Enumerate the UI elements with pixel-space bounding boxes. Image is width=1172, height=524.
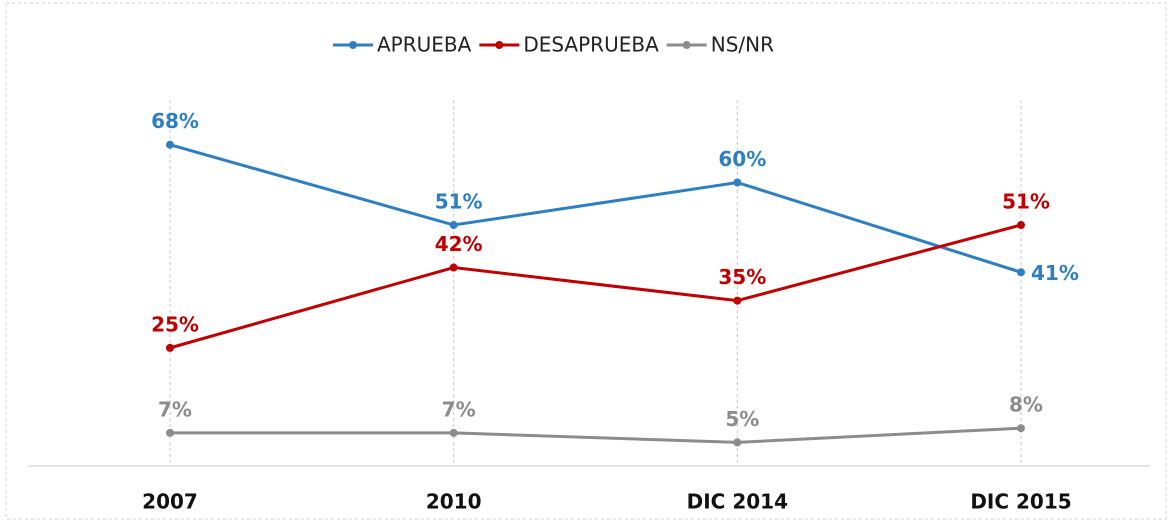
data-label: 68% [151, 109, 199, 133]
legend-label: NS/NR [711, 33, 774, 57]
data-label: 5% [725, 407, 759, 431]
data-point [449, 263, 458, 272]
x-tick-label: DIC 2015 [970, 490, 1071, 514]
data-label: 8% [1009, 393, 1043, 417]
data-point [733, 296, 742, 305]
x-tick-label: 2010 [426, 490, 482, 514]
data-point [1017, 268, 1025, 277]
legend-label: APRUEBA [377, 33, 472, 57]
data-label: 7% [158, 397, 192, 421]
data-point [733, 438, 742, 447]
series-line [169, 223, 1022, 350]
series-line [170, 426, 1022, 444]
data-point [733, 178, 742, 187]
chart-border [5, 2, 1167, 520]
x-tick-label: DIC 2014 [687, 490, 788, 514]
data-label: 25% [151, 312, 199, 336]
data-label: 51% [435, 190, 483, 214]
legend-marker [682, 41, 691, 49]
legend-marker [495, 41, 504, 49]
data-label: 41% [1031, 261, 1079, 285]
x-tick-label: 2007 [142, 490, 198, 514]
data-point [166, 343, 174, 352]
data-label: 60% [718, 147, 766, 171]
series-line [169, 143, 1022, 274]
legend-marker [349, 41, 357, 49]
data-label: 35% [718, 265, 766, 289]
data-point [1017, 221, 1025, 230]
data-label: 7% [442, 397, 476, 421]
data-label: 42% [435, 232, 483, 256]
legend-label: DESAPRUEBA [523, 33, 659, 57]
data-label: 51% [1002, 190, 1050, 214]
data-point [1017, 424, 1025, 433]
data-point [449, 428, 458, 437]
data-point [449, 221, 458, 230]
data-point [166, 428, 174, 437]
data-point [166, 140, 174, 149]
